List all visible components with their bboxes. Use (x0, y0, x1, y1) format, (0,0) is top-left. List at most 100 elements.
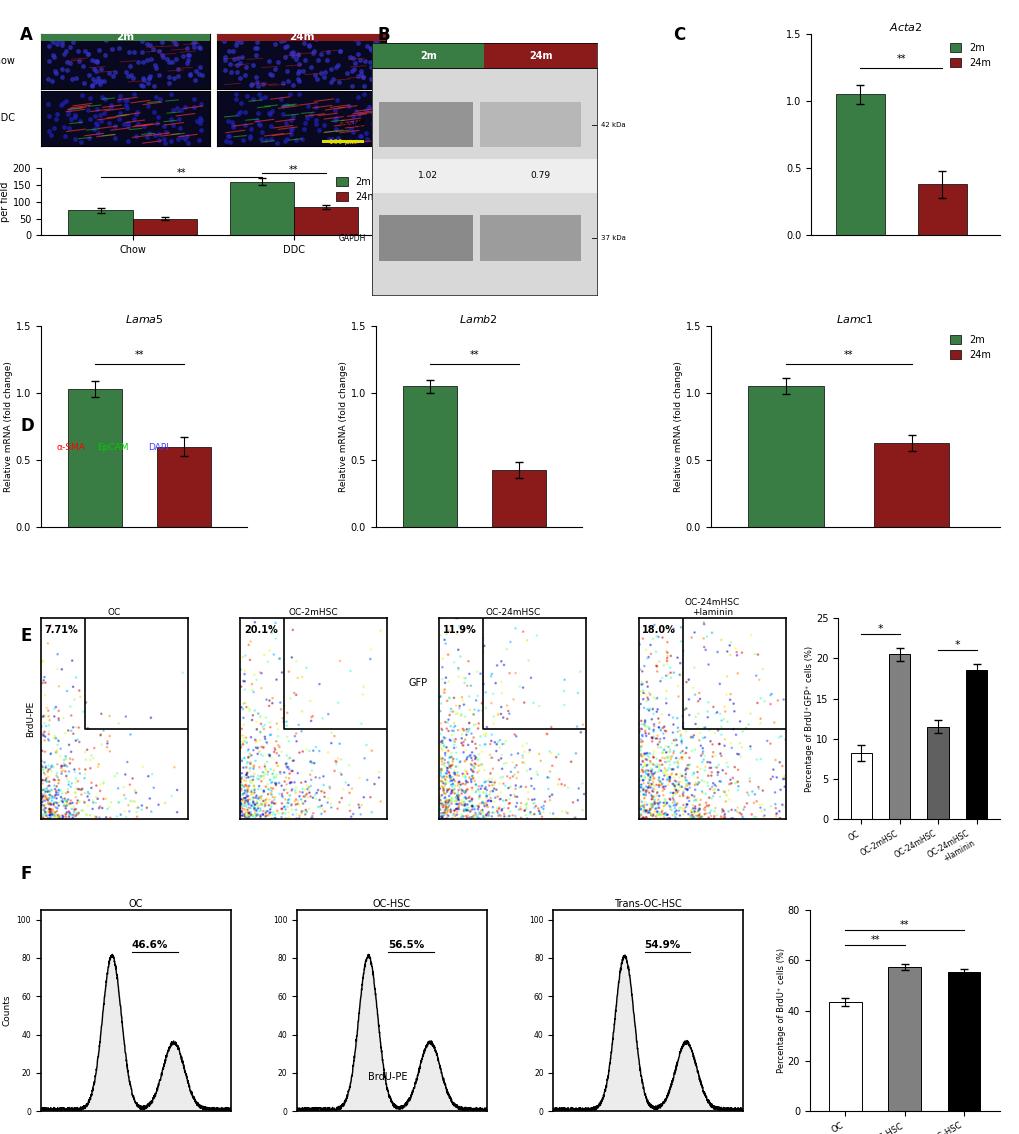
Point (664, 784, 681, 802)
Point (675, 805, 691, 823)
Point (277, 790, 293, 809)
Point (720, 636, 737, 654)
Point (731, 734, 747, 752)
Point (634, 759, 650, 777)
Point (56, 797, 72, 815)
Point (47, 771, 63, 789)
Point (446, 802, 463, 820)
Point (255, 806, 271, 824)
Point (70, 804, 87, 822)
Point (494, 709, 511, 727)
Point (33, 794, 49, 812)
Point (248, 787, 264, 805)
Point (498, 696, 515, 714)
Point (638, 803, 654, 821)
Point (457, 784, 473, 802)
Point (239, 748, 256, 767)
Point (263, 781, 279, 799)
Point (433, 772, 449, 790)
Point (662, 810, 679, 828)
Point (543, 810, 559, 828)
Point (264, 694, 280, 712)
Point (71, 682, 88, 700)
Point (434, 779, 450, 797)
Point (716, 730, 733, 748)
Point (33, 653, 49, 671)
Point (233, 768, 250, 786)
Point (652, 805, 668, 823)
Point (449, 777, 466, 795)
Point (667, 781, 684, 799)
Point (445, 688, 462, 706)
Point (440, 792, 457, 810)
Point (504, 691, 521, 709)
Point (653, 755, 669, 773)
Point (441, 730, 458, 748)
Point (812, 653, 828, 671)
Point (469, 662, 485, 680)
Point (686, 776, 702, 794)
Point (271, 773, 287, 792)
Point (655, 805, 672, 823)
Point (486, 734, 502, 752)
Point (340, 776, 357, 794)
Point (646, 795, 662, 813)
Point (256, 767, 272, 785)
Point (658, 769, 675, 787)
Point (84, 773, 100, 792)
Point (405, 794, 421, 812)
Point (855, 719, 871, 737)
Point (466, 772, 482, 790)
Point (447, 795, 464, 813)
Point (478, 810, 494, 828)
Point (449, 789, 466, 807)
Point (439, 803, 455, 821)
Point (748, 751, 764, 769)
Point (806, 574, 822, 592)
Point (44, 806, 60, 824)
Point (716, 809, 733, 827)
Point (642, 769, 658, 787)
Point (661, 770, 678, 788)
Text: 0.79: 0.79 (530, 171, 550, 180)
Point (90, 789, 106, 807)
Point (57, 797, 73, 815)
Point (288, 652, 305, 670)
Point (268, 714, 284, 733)
Point (38, 786, 54, 804)
Point (754, 781, 770, 799)
Point (46, 809, 62, 827)
Point (270, 746, 286, 764)
Point (709, 763, 726, 781)
Point (695, 751, 711, 769)
Point (481, 777, 497, 795)
Point (293, 722, 310, 741)
Point (247, 702, 263, 720)
Point (631, 723, 647, 742)
Point (460, 736, 476, 754)
Point (437, 635, 453, 653)
Point (268, 744, 284, 762)
Point (646, 763, 662, 781)
Point (244, 675, 260, 693)
Point (483, 726, 499, 744)
Point (482, 667, 498, 685)
Point (236, 789, 253, 807)
Point (457, 788, 473, 806)
Point (266, 619, 282, 637)
Point (449, 583, 466, 601)
Point (240, 807, 257, 826)
Point (652, 738, 668, 756)
Point (633, 777, 649, 795)
Point (431, 786, 447, 804)
Point (232, 777, 249, 795)
Text: BrdU-PE: BrdU-PE (368, 1072, 407, 1082)
Point (520, 652, 536, 670)
Point (277, 801, 293, 819)
Point (240, 798, 257, 816)
Point (485, 714, 501, 733)
Point (252, 542, 268, 560)
Point (93, 726, 109, 744)
Point (657, 667, 674, 685)
Point (680, 758, 696, 776)
